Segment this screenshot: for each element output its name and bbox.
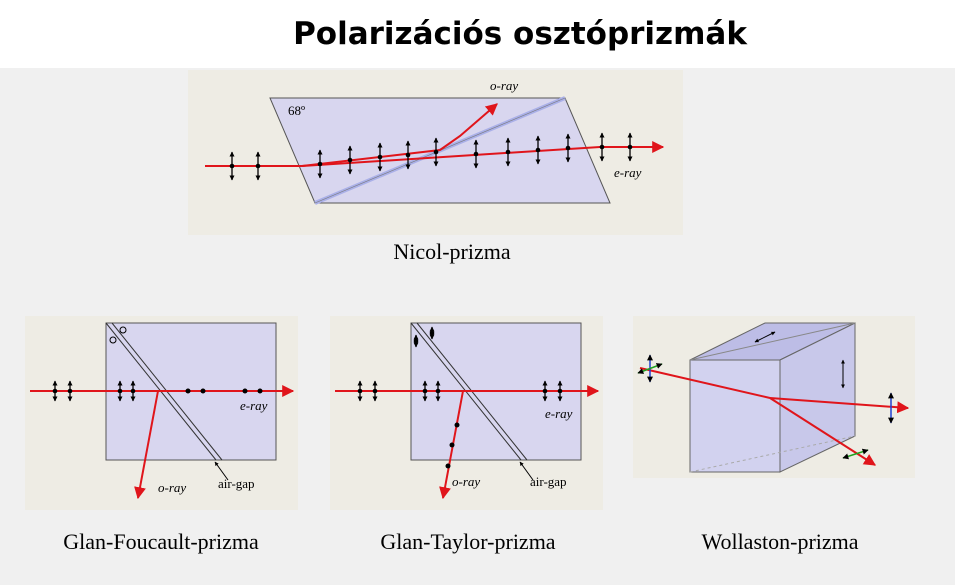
angle-label: 68º — [288, 103, 305, 118]
polarization-dot — [229, 163, 235, 169]
caption: Glan-Foucault-prizma — [63, 529, 259, 554]
polarization-dot — [473, 151, 479, 157]
polarization-dot — [52, 388, 58, 394]
o-ray-label: o-ray — [452, 474, 480, 489]
polarization-dot — [542, 388, 548, 394]
polarization-dot — [433, 149, 439, 155]
polarization-arrows — [52, 132, 633, 402]
caption: Wollaston-prizma — [701, 529, 858, 554]
o-ray-label: o-ray — [490, 78, 518, 93]
slide-title: Polarizációs osztóprizmák — [293, 16, 748, 52]
polarization-dot — [317, 161, 323, 167]
polarization-dot — [422, 388, 428, 394]
polarization-dot — [255, 163, 261, 169]
polarization-dot — [565, 145, 571, 151]
polarization-dot — [435, 388, 441, 394]
polarization-dot — [535, 147, 541, 153]
e-ray-label: e-ray — [614, 165, 642, 180]
polarization-dot — [117, 388, 123, 394]
polarization-dot — [357, 388, 363, 394]
polarization-dot — [377, 154, 383, 160]
polarization-dot — [130, 388, 136, 394]
e-ray-label: e-ray — [545, 406, 573, 421]
polarization-dot — [413, 338, 419, 344]
air-gap-label: air-gap — [530, 474, 567, 489]
air-gap-label: air-gap — [218, 476, 255, 491]
polarization-dot — [557, 388, 563, 394]
wollaston-figure — [633, 316, 915, 478]
glan-taylor-figure: e-ray o-ray air-gap — [330, 316, 603, 510]
caption: Glan-Taylor-prizma — [380, 529, 555, 554]
polarization-dot — [429, 330, 435, 336]
polarization-dot — [372, 388, 378, 394]
polarization-dot — [627, 144, 633, 150]
glan-foucault-figure: e-ray o-ray air-gap — [25, 316, 298, 510]
polarization-dot — [505, 149, 511, 155]
o-ray-label: o-ray — [158, 480, 186, 495]
caption: Nicol-prizma — [393, 239, 511, 264]
polarization-dot — [347, 157, 353, 163]
polarization-dot — [599, 144, 605, 150]
e-ray-label: e-ray — [240, 398, 268, 413]
polarization-dot — [405, 152, 411, 158]
polarization-dot — [67, 388, 73, 394]
